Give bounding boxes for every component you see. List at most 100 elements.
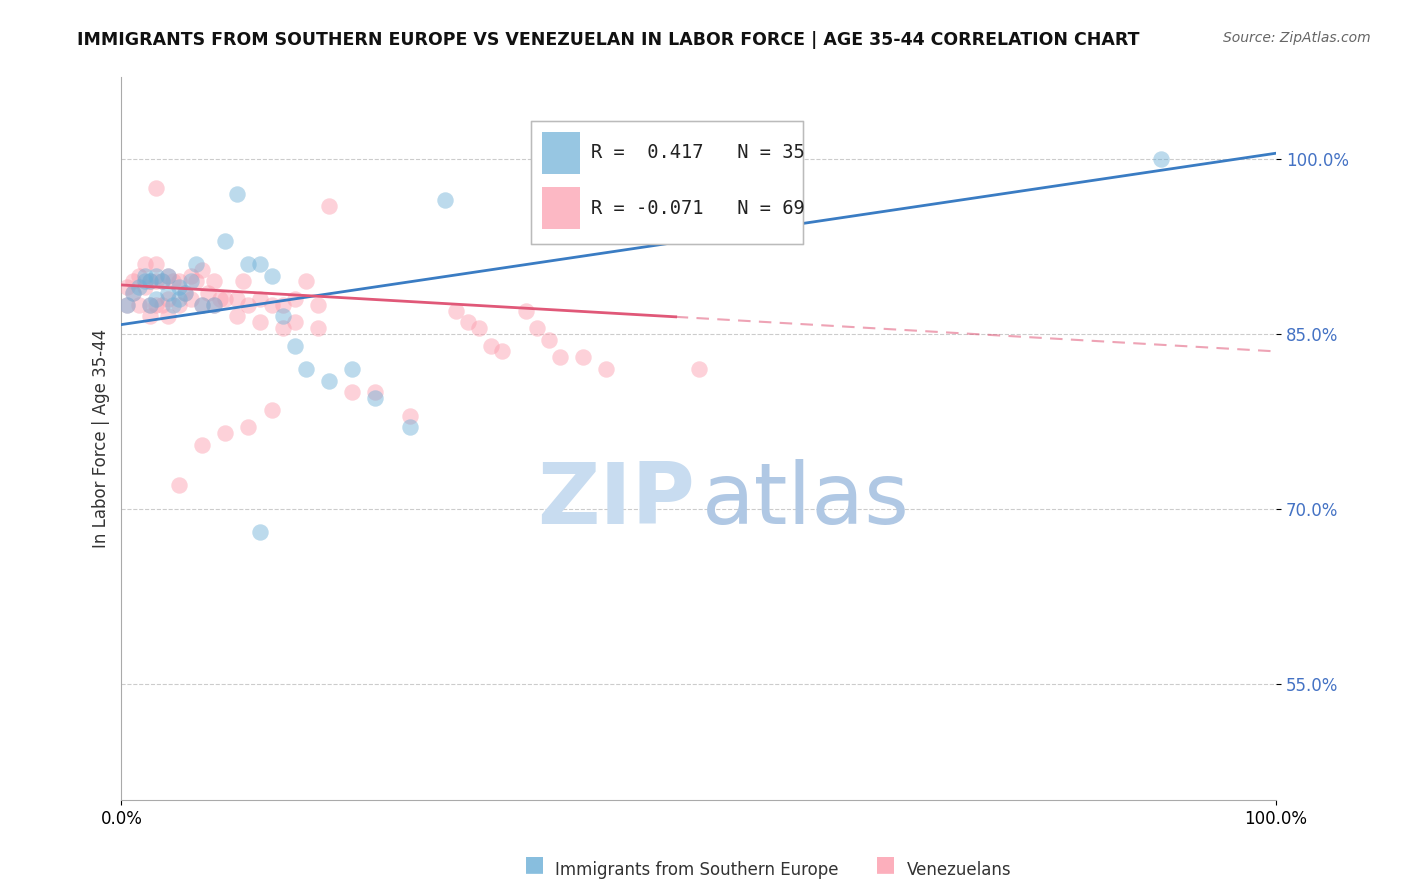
Point <box>180 292 202 306</box>
Point <box>180 268 202 283</box>
Point <box>167 292 190 306</box>
Text: Immigrants from Southern Europe: Immigrants from Southern Europe <box>555 861 839 879</box>
Point <box>128 268 150 283</box>
Point <box>156 268 179 283</box>
Point <box>167 298 190 312</box>
Point <box>197 286 219 301</box>
Point <box>139 298 162 312</box>
Point <box>307 298 329 312</box>
Point <box>145 298 167 312</box>
Point <box>457 315 479 329</box>
Point <box>167 275 190 289</box>
Point <box>238 420 260 434</box>
Point <box>548 350 571 364</box>
Point <box>134 275 156 289</box>
Point <box>318 199 340 213</box>
Point <box>115 298 138 312</box>
Point <box>225 292 247 306</box>
Point <box>191 298 214 312</box>
Point <box>526 321 548 335</box>
Text: IMMIGRANTS FROM SOUTHERN EUROPE VS VENEZUELAN IN LABOR FORCE | AGE 35-44 CORRELA: IMMIGRANTS FROM SOUTHERN EUROPE VS VENEZ… <box>77 31 1140 49</box>
Point <box>191 298 214 312</box>
Point <box>364 385 387 400</box>
Point <box>225 187 247 202</box>
Point <box>284 292 307 306</box>
Point <box>139 275 162 289</box>
Point <box>167 280 190 294</box>
Point <box>249 292 271 306</box>
Point <box>156 286 179 301</box>
Point <box>307 321 329 335</box>
Point <box>139 298 162 312</box>
Point <box>249 525 271 540</box>
Point <box>342 385 364 400</box>
Point <box>122 275 145 289</box>
Point <box>238 298 260 312</box>
Point <box>186 257 208 271</box>
Point <box>342 362 364 376</box>
Point <box>139 275 162 289</box>
Point <box>202 298 225 312</box>
Point <box>260 298 283 312</box>
Text: Venezuelans: Venezuelans <box>907 861 1011 879</box>
Point <box>572 350 595 364</box>
Point <box>364 391 387 405</box>
Point <box>134 280 156 294</box>
Point <box>468 321 491 335</box>
Point <box>174 286 197 301</box>
Point <box>145 181 167 195</box>
Point <box>150 275 173 289</box>
Point <box>115 298 138 312</box>
Point <box>122 286 145 301</box>
Point <box>515 303 537 318</box>
Point <box>318 374 340 388</box>
Point <box>232 275 254 289</box>
Point <box>238 257 260 271</box>
Point <box>162 298 184 312</box>
Point <box>271 298 294 312</box>
Point <box>156 268 179 283</box>
Point <box>156 310 179 324</box>
Point <box>191 262 214 277</box>
Point <box>202 298 225 312</box>
Point <box>271 310 294 324</box>
Point <box>399 420 422 434</box>
Point <box>134 257 156 271</box>
Point <box>115 280 138 294</box>
Point <box>249 257 271 271</box>
Point <box>150 298 173 312</box>
Point <box>537 333 560 347</box>
Point <box>249 315 271 329</box>
Point <box>162 275 184 289</box>
Point <box>284 315 307 329</box>
Point <box>284 338 307 352</box>
Point <box>134 268 156 283</box>
Point <box>191 437 214 451</box>
Point <box>260 402 283 417</box>
Point <box>214 292 236 306</box>
Point <box>225 310 247 324</box>
Point <box>260 268 283 283</box>
Point <box>202 275 225 289</box>
Point <box>145 257 167 271</box>
Point <box>145 292 167 306</box>
Point <box>399 409 422 423</box>
Point <box>167 478 190 492</box>
Point <box>122 286 145 301</box>
Point <box>295 362 318 376</box>
Y-axis label: In Labor Force | Age 35-44: In Labor Force | Age 35-44 <box>93 329 110 549</box>
Point <box>479 338 502 352</box>
Point <box>446 303 468 318</box>
Text: ZIP: ZIP <box>537 458 696 541</box>
Point <box>214 234 236 248</box>
Text: Source: ZipAtlas.com: Source: ZipAtlas.com <box>1223 31 1371 45</box>
Point <box>128 280 150 294</box>
Point <box>1149 152 1171 166</box>
Text: ■: ■ <box>524 854 544 873</box>
Text: atlas: atlas <box>702 458 910 541</box>
Point <box>180 275 202 289</box>
Point <box>295 275 318 289</box>
Point <box>174 286 197 301</box>
Point <box>491 344 513 359</box>
Point <box>186 275 208 289</box>
